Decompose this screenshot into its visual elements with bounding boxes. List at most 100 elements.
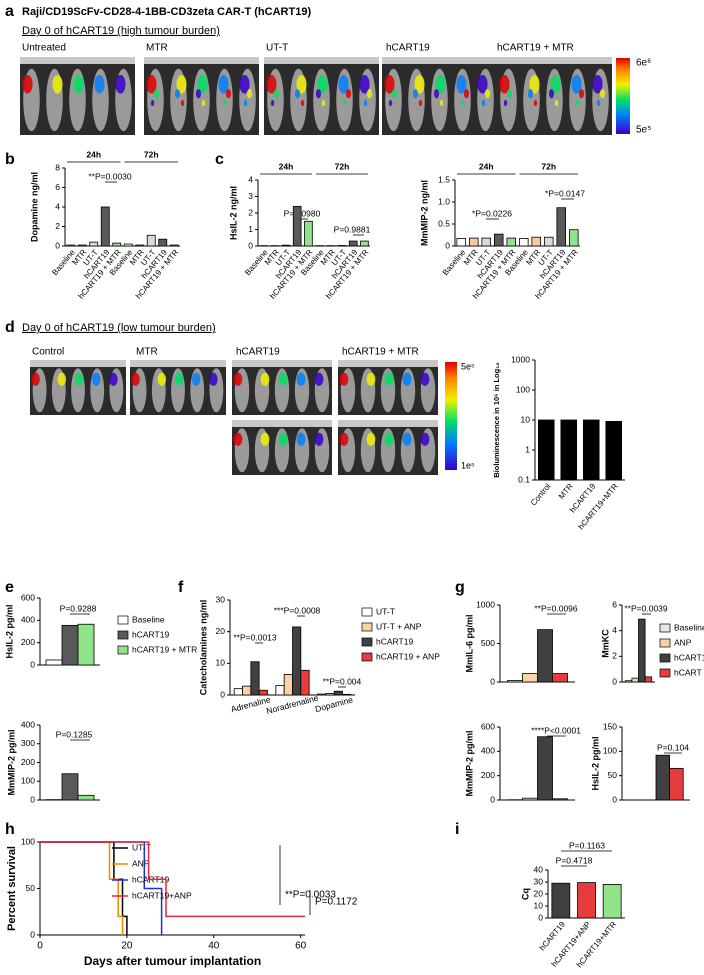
legend-swatch [361,607,373,617]
bar [360,240,369,247]
bar [275,685,285,696]
annotation: ****P<0.0001 [531,725,581,735]
signal [571,74,582,94]
y-axis-label: Dopamine ng/ml [29,172,39,242]
y-tick-label: 0 [55,240,60,250]
bar [506,237,517,247]
bar [638,618,646,683]
y-tick-label: 0.1 [518,474,530,484]
group-label: hCART19 [236,347,280,358]
annotation: P=0.0980 [284,208,321,218]
signal [599,88,606,99]
signal [174,88,181,99]
image-header [144,57,259,64]
signal [503,99,508,107]
y-tick-label: 500 [481,638,495,648]
signal [338,74,349,94]
signal [74,372,84,386]
signal [412,88,419,99]
bar [123,243,133,247]
x-tick-label: Dopamine [314,694,354,714]
annotation: **P=0.0096 [534,603,578,613]
bar [66,244,76,247]
annotation: **P=0.0030 [88,171,132,181]
legend-label: hCART19+ANP [132,890,192,900]
y-tick-label: 0 [248,240,253,250]
bar [481,237,492,247]
bar [605,420,623,481]
panel-label: f [178,579,184,596]
signal [596,99,601,107]
annotation: **P=0.0013 [233,632,277,642]
bar [560,419,578,481]
y-tick-label: 200 [21,637,35,647]
y-tick-label: 50 [26,883,36,893]
x-tick-label: MTR [557,482,575,501]
signal [314,432,324,446]
bar [537,736,553,801]
bar [507,680,523,683]
signal [550,74,561,94]
signal [197,74,208,94]
signal [243,99,248,107]
legend-label: UT-T [132,842,151,852]
legend-label: ANP [674,637,692,647]
y-tick-label: 600 [481,721,495,731]
bar [348,240,358,247]
image-header [338,420,438,427]
group-label: hCART19 + MTR [497,43,574,54]
legend-label: hCART19 [674,652,704,662]
signal [339,432,349,446]
signal [578,88,585,99]
signal [260,372,270,386]
legend-label: UT-T + ANP [376,621,422,631]
group-label: 72h [335,161,350,171]
y-tick-label: 10 [534,900,544,910]
signal [391,88,398,99]
panel-label: c [215,151,224,168]
signal [273,88,280,99]
legend-label: ANP [132,858,150,868]
signal [22,74,33,94]
panel-label: g [455,579,465,596]
panel-label: e [5,579,14,596]
signal [463,88,470,99]
signal [239,74,250,94]
signal [246,88,253,99]
scale-label: 5e⁵ [461,361,475,371]
y-tick-label: 0 [538,912,543,922]
bar [317,693,327,696]
legend-swatch [117,645,129,655]
signal [233,372,243,386]
bar [45,659,63,666]
bar [258,689,268,696]
legend-label: Baseline [674,622,704,632]
signal [260,432,270,446]
x-axis-label: Days after tumour implantation [84,954,261,968]
y-axis-label: Cq [520,888,530,900]
legend-swatch [659,653,671,663]
signal [57,372,67,386]
y-tick-label: 0 [612,794,617,804]
signal [296,372,306,386]
y-tick-label: 4 [612,625,617,635]
signal [529,74,540,94]
signal [359,74,370,94]
y-tick-label: 0 [612,676,617,686]
legend-swatch [659,668,671,678]
y-tick-label: 8 [55,162,60,172]
group-label: MTR [146,43,168,54]
y-axis-label: Catecholamines ng/ml [198,600,208,696]
y-tick-label: 2 [612,651,617,661]
signal [460,99,465,107]
y-tick-label: 200 [481,770,495,780]
signal [418,99,423,107]
bar [61,773,79,801]
signal [384,74,395,94]
bar [112,242,122,247]
y-tick-label: 20 [534,888,544,898]
signal [339,372,349,386]
signal [439,99,444,107]
bar [100,206,110,247]
